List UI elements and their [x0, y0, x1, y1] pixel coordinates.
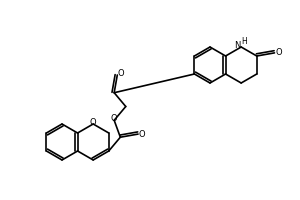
Text: O: O — [111, 114, 118, 123]
Text: O: O — [139, 130, 145, 139]
Text: O: O — [118, 69, 124, 78]
Text: O: O — [275, 48, 282, 57]
Text: N: N — [234, 40, 240, 49]
Text: O: O — [90, 118, 97, 127]
Text: H: H — [241, 38, 247, 46]
